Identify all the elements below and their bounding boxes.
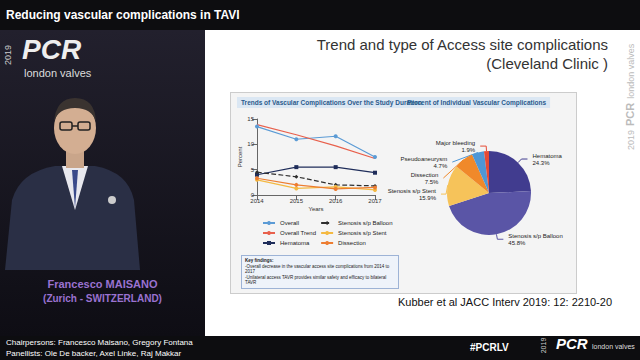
svg-text:Hematoma: Hematoma	[532, 153, 562, 159]
svg-text:0: 0	[250, 192, 254, 198]
svg-text:Stenosis s/p Balloon: Stenosis s/p Balloon	[508, 233, 562, 239]
svg-text:Stenosis s/p Stent: Stenosis s/p Stent	[388, 188, 437, 194]
html-text:Key findings:: Key findings:	[245, 258, 274, 263]
html-text:-Unilateral access TAVR provid: -Unilateral access TAVR provides similar…	[245, 274, 387, 285]
svg-text:4.7%: 4.7%	[434, 163, 448, 169]
svg-text:15: 15	[247, 116, 254, 122]
svg-text:Percent: Percent	[237, 146, 243, 167]
html-text:2019: 2019	[626, 130, 636, 150]
html-text:PCR: PCR	[556, 335, 588, 352]
html-text:2019: 2019	[3, 45, 13, 65]
html-text:(Cleveland Clinic ): (Cleveland Clinic )	[486, 55, 608, 72]
svg-text:10: 10	[247, 141, 254, 147]
html-text:-Overall decrease in the vascu: -Overall decrease in the vascular access…	[245, 263, 390, 274]
html-text:london valves: london valves	[24, 67, 92, 79]
svg-text:2017: 2017	[368, 198, 382, 204]
svg-text:Stenosis s/p Balloon: Stenosis s/p Balloon	[338, 220, 392, 226]
html-text:Trend and type of Access site: Trend and type of Access site complicati…	[316, 36, 608, 53]
svg-text:24.3%: 24.3%	[532, 160, 550, 166]
svg-text:Hematoma: Hematoma	[280, 240, 310, 246]
svg-text:15.9%: 15.9%	[419, 195, 437, 201]
html-text:Kubber et al JACC Interv 2019:: Kubber et al JACC Interv 2019: 12: 2210-…	[398, 296, 612, 308]
svg-text:Percent of Individual Vascular: Percent of Individual Vascular Complicat…	[407, 99, 546, 107]
html-text:london valves: london valves	[626, 43, 636, 99]
svg-text:Years: Years	[308, 206, 323, 212]
html-text:#PCRLV: #PCRLV	[470, 342, 509, 353]
html-text:PCR: PCR	[624, 102, 636, 126]
html-text:2019: 2019	[540, 337, 548, 354]
svg-text:Major bleeding: Major bleeding	[436, 140, 475, 146]
svg-text:Overall: Overall	[280, 220, 299, 226]
svg-text:7.5%: 7.5%	[425, 179, 439, 185]
svg-text:Stenosis s/p Stent: Stenosis s/p Stent	[338, 230, 387, 236]
svg-text:1.9%: 1.9%	[462, 147, 476, 153]
svg-text:2015: 2015	[290, 198, 304, 204]
html-text:Chairpersons: Francesco Maisan: Chairpersons: Francesco Maisano, Gregory…	[6, 338, 193, 347]
svg-text:2014: 2014	[250, 198, 264, 204]
svg-text:5: 5	[251, 167, 255, 173]
svg-text:Dissection: Dissection	[338, 240, 366, 246]
html-text:PCR: PCR	[22, 34, 82, 65]
html-text:(Zurich - SWITZERLAND): (Zurich - SWITZERLAND)	[43, 293, 162, 304]
svg-text:Trends of Vascular Complicatio: Trends of Vascular Complications Over th…	[241, 99, 422, 107]
svg-text:45.8%: 45.8%	[508, 240, 526, 246]
svg-text:Pseudoaneurysm: Pseudoaneurysm	[401, 156, 448, 162]
svg-text:Dissection: Dissection	[411, 172, 439, 178]
html-text:london valves: london valves	[592, 343, 635, 350]
svg-text:2016: 2016	[329, 198, 343, 204]
html-text:Francesco MAISANO: Francesco MAISANO	[47, 278, 158, 290]
html-text:Reducing vascular complication: Reducing vascular complications in TAVI	[6, 8, 240, 22]
html-text:Panellists: Ole De backer, Axe: Panellists: Ole De backer, Axel Linke, R…	[6, 349, 182, 358]
svg-text:Overall Trend: Overall Trend	[280, 230, 316, 236]
